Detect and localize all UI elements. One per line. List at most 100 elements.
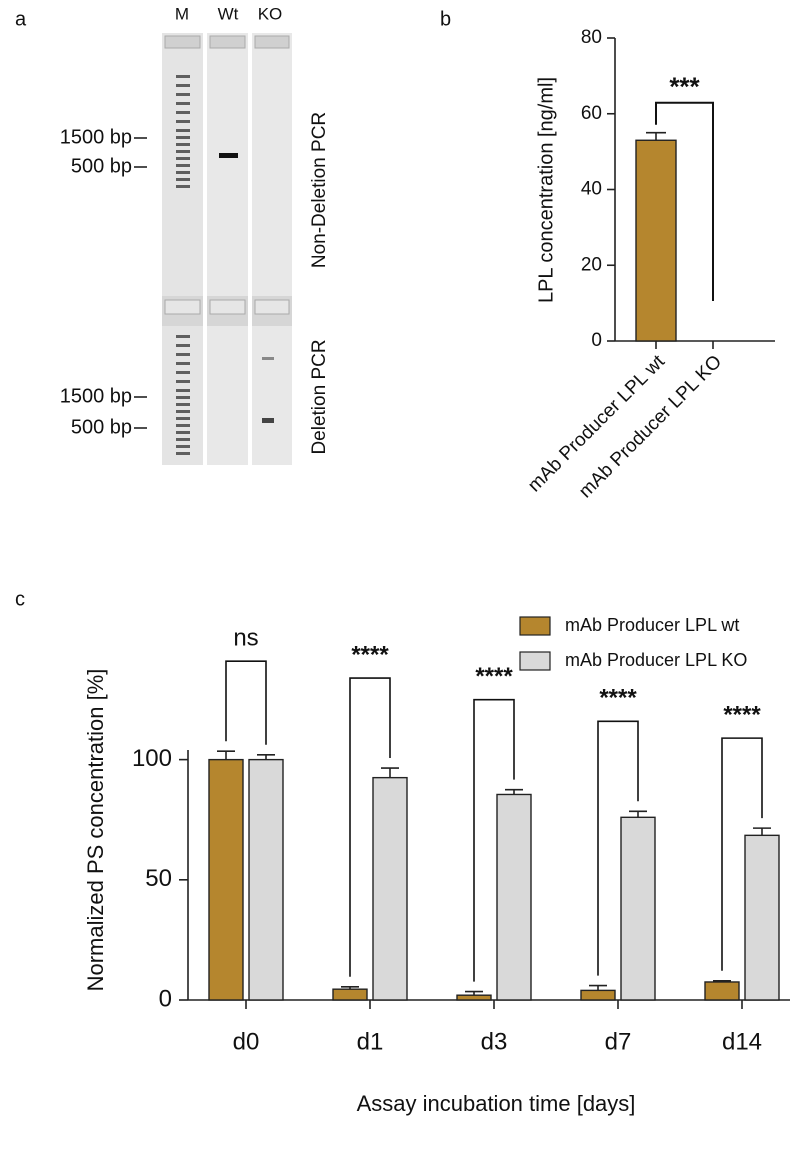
bar — [372, 776, 408, 1001]
ladder-band — [176, 185, 190, 188]
bar — [580, 989, 616, 1001]
y-axis-label: Normalized PS concentration [%] — [83, 669, 108, 992]
bar — [496, 793, 532, 1001]
bar — [248, 758, 284, 1001]
significance-label: **** — [351, 641, 389, 668]
lane-label: KO — [258, 4, 283, 23]
ladder-band — [176, 424, 190, 427]
x-tick-label: d7 — [605, 1028, 632, 1055]
gel-lane — [162, 33, 203, 465]
significance-label: *** — [669, 72, 700, 102]
gel-band — [219, 153, 238, 158]
x-axis-label: Assay incubation time [days] — [357, 1091, 636, 1116]
marker-label: 500 bp — [71, 416, 132, 438]
marker-label: 1500 bp — [60, 126, 132, 148]
ladder-band — [176, 143, 190, 146]
y-tick-label: 40 — [581, 179, 602, 200]
bar — [332, 988, 368, 1001]
error-bar — [341, 985, 359, 990]
y-tick-label: 80 — [581, 27, 602, 48]
ladder-band — [176, 452, 190, 455]
ladder-band — [176, 380, 190, 383]
error-bar — [381, 767, 399, 778]
y-tick-label: 60 — [581, 103, 602, 124]
significance-bracket — [597, 720, 639, 976]
ladder-band — [176, 362, 190, 365]
legend-swatch — [519, 651, 551, 671]
ladder-band — [176, 93, 190, 96]
panel-label: c — [15, 588, 25, 610]
bar — [744, 834, 780, 1001]
gel-band — [262, 418, 274, 423]
bar — [456, 994, 492, 1001]
error-bar — [465, 990, 483, 996]
ladder-band — [176, 136, 190, 139]
lane-label: Wt — [218, 4, 239, 23]
error-bar — [217, 750, 235, 760]
gel-lane — [252, 33, 292, 465]
ladder-band — [176, 102, 190, 105]
gel-well — [254, 35, 290, 49]
ladder-band — [176, 396, 190, 399]
legend-label: mAb Producer LPL KO — [565, 650, 747, 670]
gel-image — [162, 33, 292, 465]
y-axis-label: LPL concentration [ng/ml] — [535, 77, 557, 303]
ladder-band — [176, 371, 190, 374]
significance-label: **** — [599, 685, 637, 712]
bar — [635, 139, 677, 342]
error-bar — [713, 979, 731, 982]
error-bar — [753, 827, 771, 836]
gel-band — [262, 357, 274, 360]
section-title: Deletion PCR — [309, 339, 330, 454]
lane-label: M — [175, 4, 189, 23]
bar — [704, 981, 740, 1001]
significance-label: ns — [233, 625, 258, 652]
ladder-band — [176, 129, 190, 132]
error-bar — [589, 984, 607, 991]
y-tick-label: 20 — [581, 254, 602, 275]
gel-well — [254, 299, 290, 315]
panel-label: b — [440, 8, 451, 30]
ladder-band — [176, 417, 190, 420]
significance-bracket — [349, 677, 391, 977]
ladder-band — [176, 164, 190, 167]
significance-bracket — [655, 101, 714, 301]
ladder-band — [176, 335, 190, 338]
x-tick-label: d1 — [357, 1028, 384, 1055]
ladder-band — [176, 410, 190, 413]
significance-label: **** — [475, 663, 513, 690]
ladder-band — [176, 178, 190, 181]
ladder-band — [176, 403, 190, 406]
marker-ticks — [134, 137, 147, 429]
significance-bracket — [721, 737, 763, 971]
gel-well — [164, 299, 201, 315]
bar — [620, 816, 656, 1001]
gel-well — [209, 35, 246, 49]
ladder-band — [176, 171, 190, 174]
ladder-band — [176, 353, 190, 356]
significance-bracket — [473, 698, 515, 982]
y-tick-label: 0 — [591, 330, 602, 351]
ladder-band — [176, 344, 190, 347]
gel-well — [209, 299, 246, 315]
ladder-band — [176, 111, 190, 114]
x-tick-label: d3 — [481, 1028, 508, 1055]
legend-swatch — [519, 616, 551, 636]
ladder-band — [176, 438, 190, 441]
significance-label: **** — [723, 701, 761, 728]
panel-label: a — [15, 8, 27, 30]
ladder-band — [176, 84, 190, 87]
section-title: Non-Deletion PCR — [309, 112, 330, 268]
y-tick-label: 100 — [132, 745, 172, 772]
ladder-band — [176, 389, 190, 392]
error-bar — [629, 810, 647, 818]
bar — [208, 758, 244, 1001]
x-tick-label: d14 — [722, 1028, 762, 1055]
ladder-band — [176, 150, 190, 153]
error-bar — [646, 131, 666, 141]
significance-bracket — [225, 660, 267, 745]
y-tick-label: 50 — [145, 865, 172, 892]
ladder-band — [176, 75, 190, 78]
